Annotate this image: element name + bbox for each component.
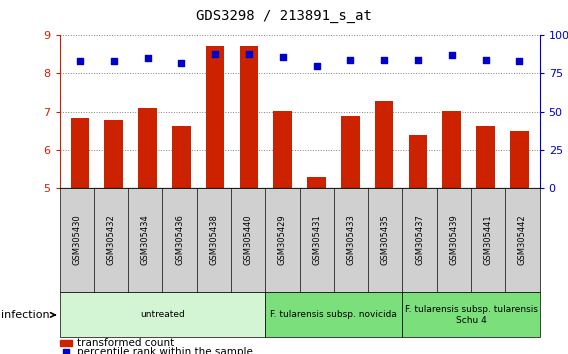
Point — [481, 57, 490, 63]
Text: GSM305442: GSM305442 — [518, 215, 527, 266]
Bar — [70, 118, 89, 188]
Text: GSM305434: GSM305434 — [141, 215, 150, 266]
Point — [515, 58, 524, 64]
Point — [76, 58, 85, 64]
Bar — [105, 120, 123, 188]
Bar — [442, 111, 461, 188]
Bar — [60, 340, 72, 346]
Bar — [172, 126, 191, 188]
Bar — [60, 188, 540, 292]
Bar — [510, 131, 529, 188]
Text: transformed count: transformed count — [77, 338, 174, 348]
Text: GSM305430: GSM305430 — [72, 215, 81, 266]
Point — [312, 63, 321, 69]
Text: GSM305433: GSM305433 — [346, 215, 356, 266]
Text: GSM305441: GSM305441 — [484, 215, 492, 266]
Text: GSM305436: GSM305436 — [175, 215, 184, 266]
Bar — [341, 116, 360, 188]
Text: GDS3298 / 213891_s_at: GDS3298 / 213891_s_at — [196, 9, 372, 23]
Bar — [206, 46, 224, 188]
Point — [143, 56, 152, 61]
Text: untreated: untreated — [140, 310, 185, 319]
Text: F. tularensis subsp. novicida: F. tularensis subsp. novicida — [270, 310, 398, 319]
Bar — [375, 101, 394, 188]
Point — [177, 60, 186, 65]
Bar — [403, 292, 540, 337]
Bar — [408, 135, 427, 188]
Bar — [240, 46, 258, 188]
Text: GSM305435: GSM305435 — [381, 215, 390, 266]
Text: GSM305432: GSM305432 — [107, 215, 115, 266]
Bar — [273, 111, 292, 188]
Bar — [307, 177, 326, 188]
Point — [109, 58, 118, 64]
Point — [414, 57, 423, 63]
Text: GSM305437: GSM305437 — [415, 215, 424, 266]
Bar — [265, 292, 403, 337]
Point — [447, 52, 456, 58]
Text: F. tularensis subsp. tularensis
Schu 4: F. tularensis subsp. tularensis Schu 4 — [404, 305, 537, 325]
Point — [278, 54, 287, 59]
Bar — [60, 292, 265, 337]
Text: GSM305438: GSM305438 — [210, 215, 219, 266]
Point — [244, 51, 253, 57]
Point — [61, 349, 70, 354]
Point — [379, 57, 389, 63]
Text: infection: infection — [1, 310, 55, 320]
Text: percentile rank within the sample: percentile rank within the sample — [77, 347, 253, 354]
Bar — [138, 108, 157, 188]
Text: GSM305431: GSM305431 — [312, 215, 321, 266]
Point — [346, 57, 355, 63]
Text: GSM305440: GSM305440 — [244, 215, 253, 266]
Text: GSM305439: GSM305439 — [449, 215, 458, 266]
Point — [211, 51, 220, 57]
Text: GSM305429: GSM305429 — [278, 215, 287, 266]
Bar — [476, 126, 495, 188]
